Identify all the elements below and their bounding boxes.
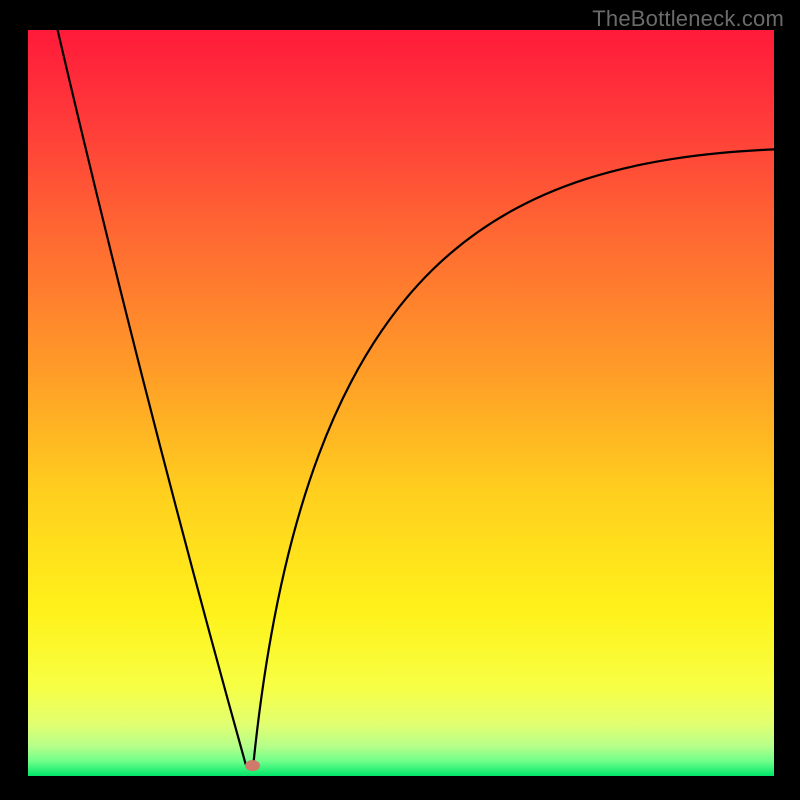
marker-dot [246, 761, 260, 771]
chart-plot-area [28, 30, 774, 776]
curve-right-branch [253, 149, 774, 764]
watermark-text: TheBottleneck.com [592, 6, 784, 32]
curve-left-branch [54, 30, 246, 765]
chart-curve-svg [28, 30, 774, 776]
